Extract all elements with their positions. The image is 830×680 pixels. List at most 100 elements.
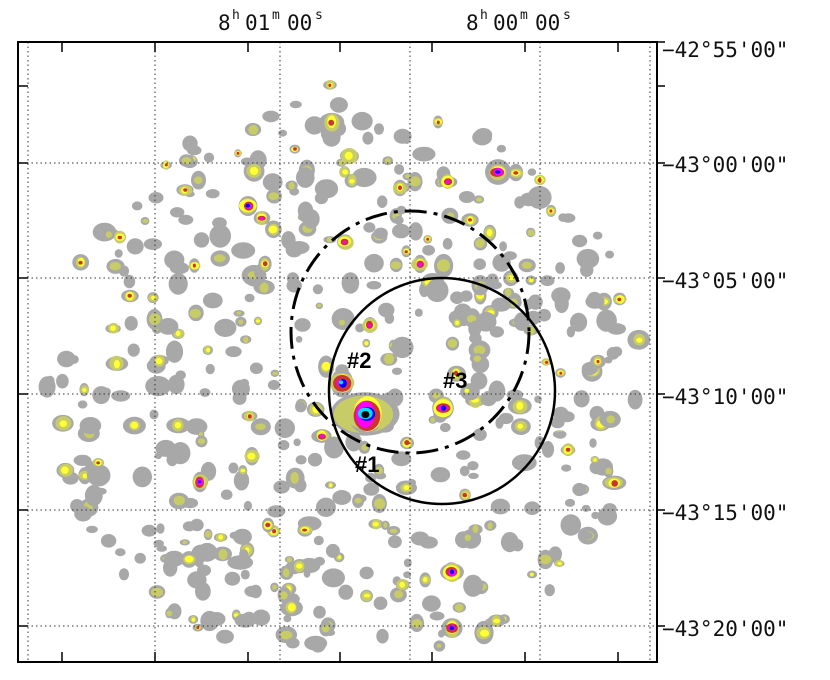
intensity-blob bbox=[320, 507, 330, 516]
blob-level-1 bbox=[316, 303, 322, 308]
blob-level-2 bbox=[636, 337, 643, 343]
blob-level-0 bbox=[534, 395, 542, 403]
blob-level-0 bbox=[285, 242, 303, 258]
intensity-blob bbox=[295, 455, 307, 465]
blob-level-0 bbox=[196, 542, 218, 562]
intensity-blob bbox=[540, 275, 555, 287]
intensity-blob bbox=[216, 629, 234, 644]
blob-level-0 bbox=[604, 356, 613, 364]
blob-level-1 bbox=[248, 124, 258, 135]
dec-tick-label-6: −43°20'00" bbox=[662, 617, 788, 641]
blob-level-2 bbox=[110, 325, 116, 332]
intensity-blob bbox=[473, 237, 488, 251]
intensity-blob bbox=[285, 242, 303, 258]
blob-level-2 bbox=[529, 278, 534, 283]
intensity-blob bbox=[304, 635, 328, 651]
intensity-blob bbox=[313, 605, 326, 619]
intensity-blob bbox=[124, 316, 138, 331]
blob-level-0 bbox=[376, 628, 389, 644]
intensity-blob bbox=[403, 135, 411, 144]
blob-level-1 bbox=[475, 197, 483, 203]
intensity-blob bbox=[506, 389, 524, 401]
intensity-blob bbox=[434, 253, 454, 278]
blob-level-2 bbox=[268, 225, 278, 234]
blob-level-1 bbox=[338, 319, 345, 326]
intensity-blob bbox=[363, 222, 376, 233]
intensity-blob bbox=[220, 489, 233, 500]
intensity-blob bbox=[182, 135, 198, 152]
blob-level-1 bbox=[606, 415, 615, 424]
blob-level-1 bbox=[279, 591, 288, 600]
blob-level-0 bbox=[391, 336, 414, 359]
intensity-blob bbox=[210, 250, 230, 267]
intensity-blob bbox=[196, 542, 218, 562]
blob-level-2 bbox=[364, 341, 369, 346]
intensity-blob bbox=[295, 401, 306, 413]
blob-level-0 bbox=[299, 209, 317, 224]
intensity-blob bbox=[238, 465, 248, 477]
intensity-blob bbox=[364, 253, 384, 273]
blob-level-0 bbox=[410, 531, 430, 546]
blob-level-0 bbox=[209, 224, 231, 248]
blob-level-4 bbox=[417, 262, 423, 267]
blob-level-3 bbox=[192, 263, 196, 268]
intensity-blob bbox=[524, 501, 541, 515]
blob-level-0 bbox=[472, 129, 492, 146]
blob-level-0 bbox=[227, 555, 254, 570]
intensity-blob bbox=[589, 438, 597, 448]
intensity-blob bbox=[468, 320, 482, 338]
blob-level-0 bbox=[225, 346, 242, 358]
intensity-blob bbox=[178, 214, 194, 225]
intensity-blob bbox=[106, 258, 125, 274]
intensity-blob bbox=[391, 367, 403, 375]
blob-level-0 bbox=[166, 453, 178, 467]
blob-level-1 bbox=[473, 345, 486, 355]
blob-level-3 bbox=[272, 529, 277, 534]
blob-level-0 bbox=[86, 525, 98, 534]
blob-level-2 bbox=[61, 466, 69, 474]
intensity-blob bbox=[79, 417, 102, 435]
blob-level-3 bbox=[196, 626, 200, 630]
intensity-blob bbox=[329, 368, 355, 398]
intensity-blob bbox=[283, 614, 292, 623]
intensity-blob bbox=[564, 498, 576, 507]
blob-level-0 bbox=[473, 428, 487, 442]
blob-level-4 bbox=[259, 216, 264, 221]
blob-level-0 bbox=[73, 454, 92, 466]
blob-level-1 bbox=[436, 259, 451, 272]
intensity-blob bbox=[299, 209, 317, 224]
blob-level-0 bbox=[148, 192, 164, 204]
blob-level-2 bbox=[486, 229, 493, 237]
blob-level-0 bbox=[249, 362, 263, 375]
blob-level-0 bbox=[168, 374, 185, 395]
intensity-blob bbox=[296, 167, 315, 188]
intensity-blob bbox=[240, 569, 250, 580]
blob-level-1 bbox=[454, 603, 464, 612]
blob-level-0 bbox=[141, 524, 157, 537]
intensity-blob bbox=[190, 518, 204, 532]
intensity-blob bbox=[423, 235, 433, 244]
blob-level-2 bbox=[82, 388, 87, 392]
intensity-blob bbox=[105, 322, 121, 334]
blob-level-0 bbox=[473, 258, 487, 271]
blob-level-1 bbox=[475, 238, 485, 248]
dec-tick-label-1: −42°55'00" bbox=[662, 38, 788, 62]
blob-level-0 bbox=[70, 499, 84, 513]
intensity-blob bbox=[145, 376, 171, 397]
intensity-blob bbox=[627, 329, 651, 350]
intensity-blob bbox=[188, 258, 201, 273]
blob-level-3 bbox=[164, 163, 168, 167]
intensity-blob bbox=[234, 613, 256, 628]
blob-level-1 bbox=[464, 534, 471, 541]
blob-level-1 bbox=[218, 549, 228, 560]
intensity-blob bbox=[507, 397, 532, 415]
intensity-blob bbox=[581, 504, 591, 512]
intensity-blob bbox=[244, 122, 262, 137]
intensity-blob bbox=[441, 618, 463, 638]
blob-level-0 bbox=[286, 637, 300, 649]
blob-level-2 bbox=[329, 483, 333, 488]
blob-level-3 bbox=[617, 297, 622, 302]
intensity-blob bbox=[57, 350, 76, 368]
blob-level-1 bbox=[354, 497, 362, 504]
intensity-blob bbox=[469, 353, 486, 364]
